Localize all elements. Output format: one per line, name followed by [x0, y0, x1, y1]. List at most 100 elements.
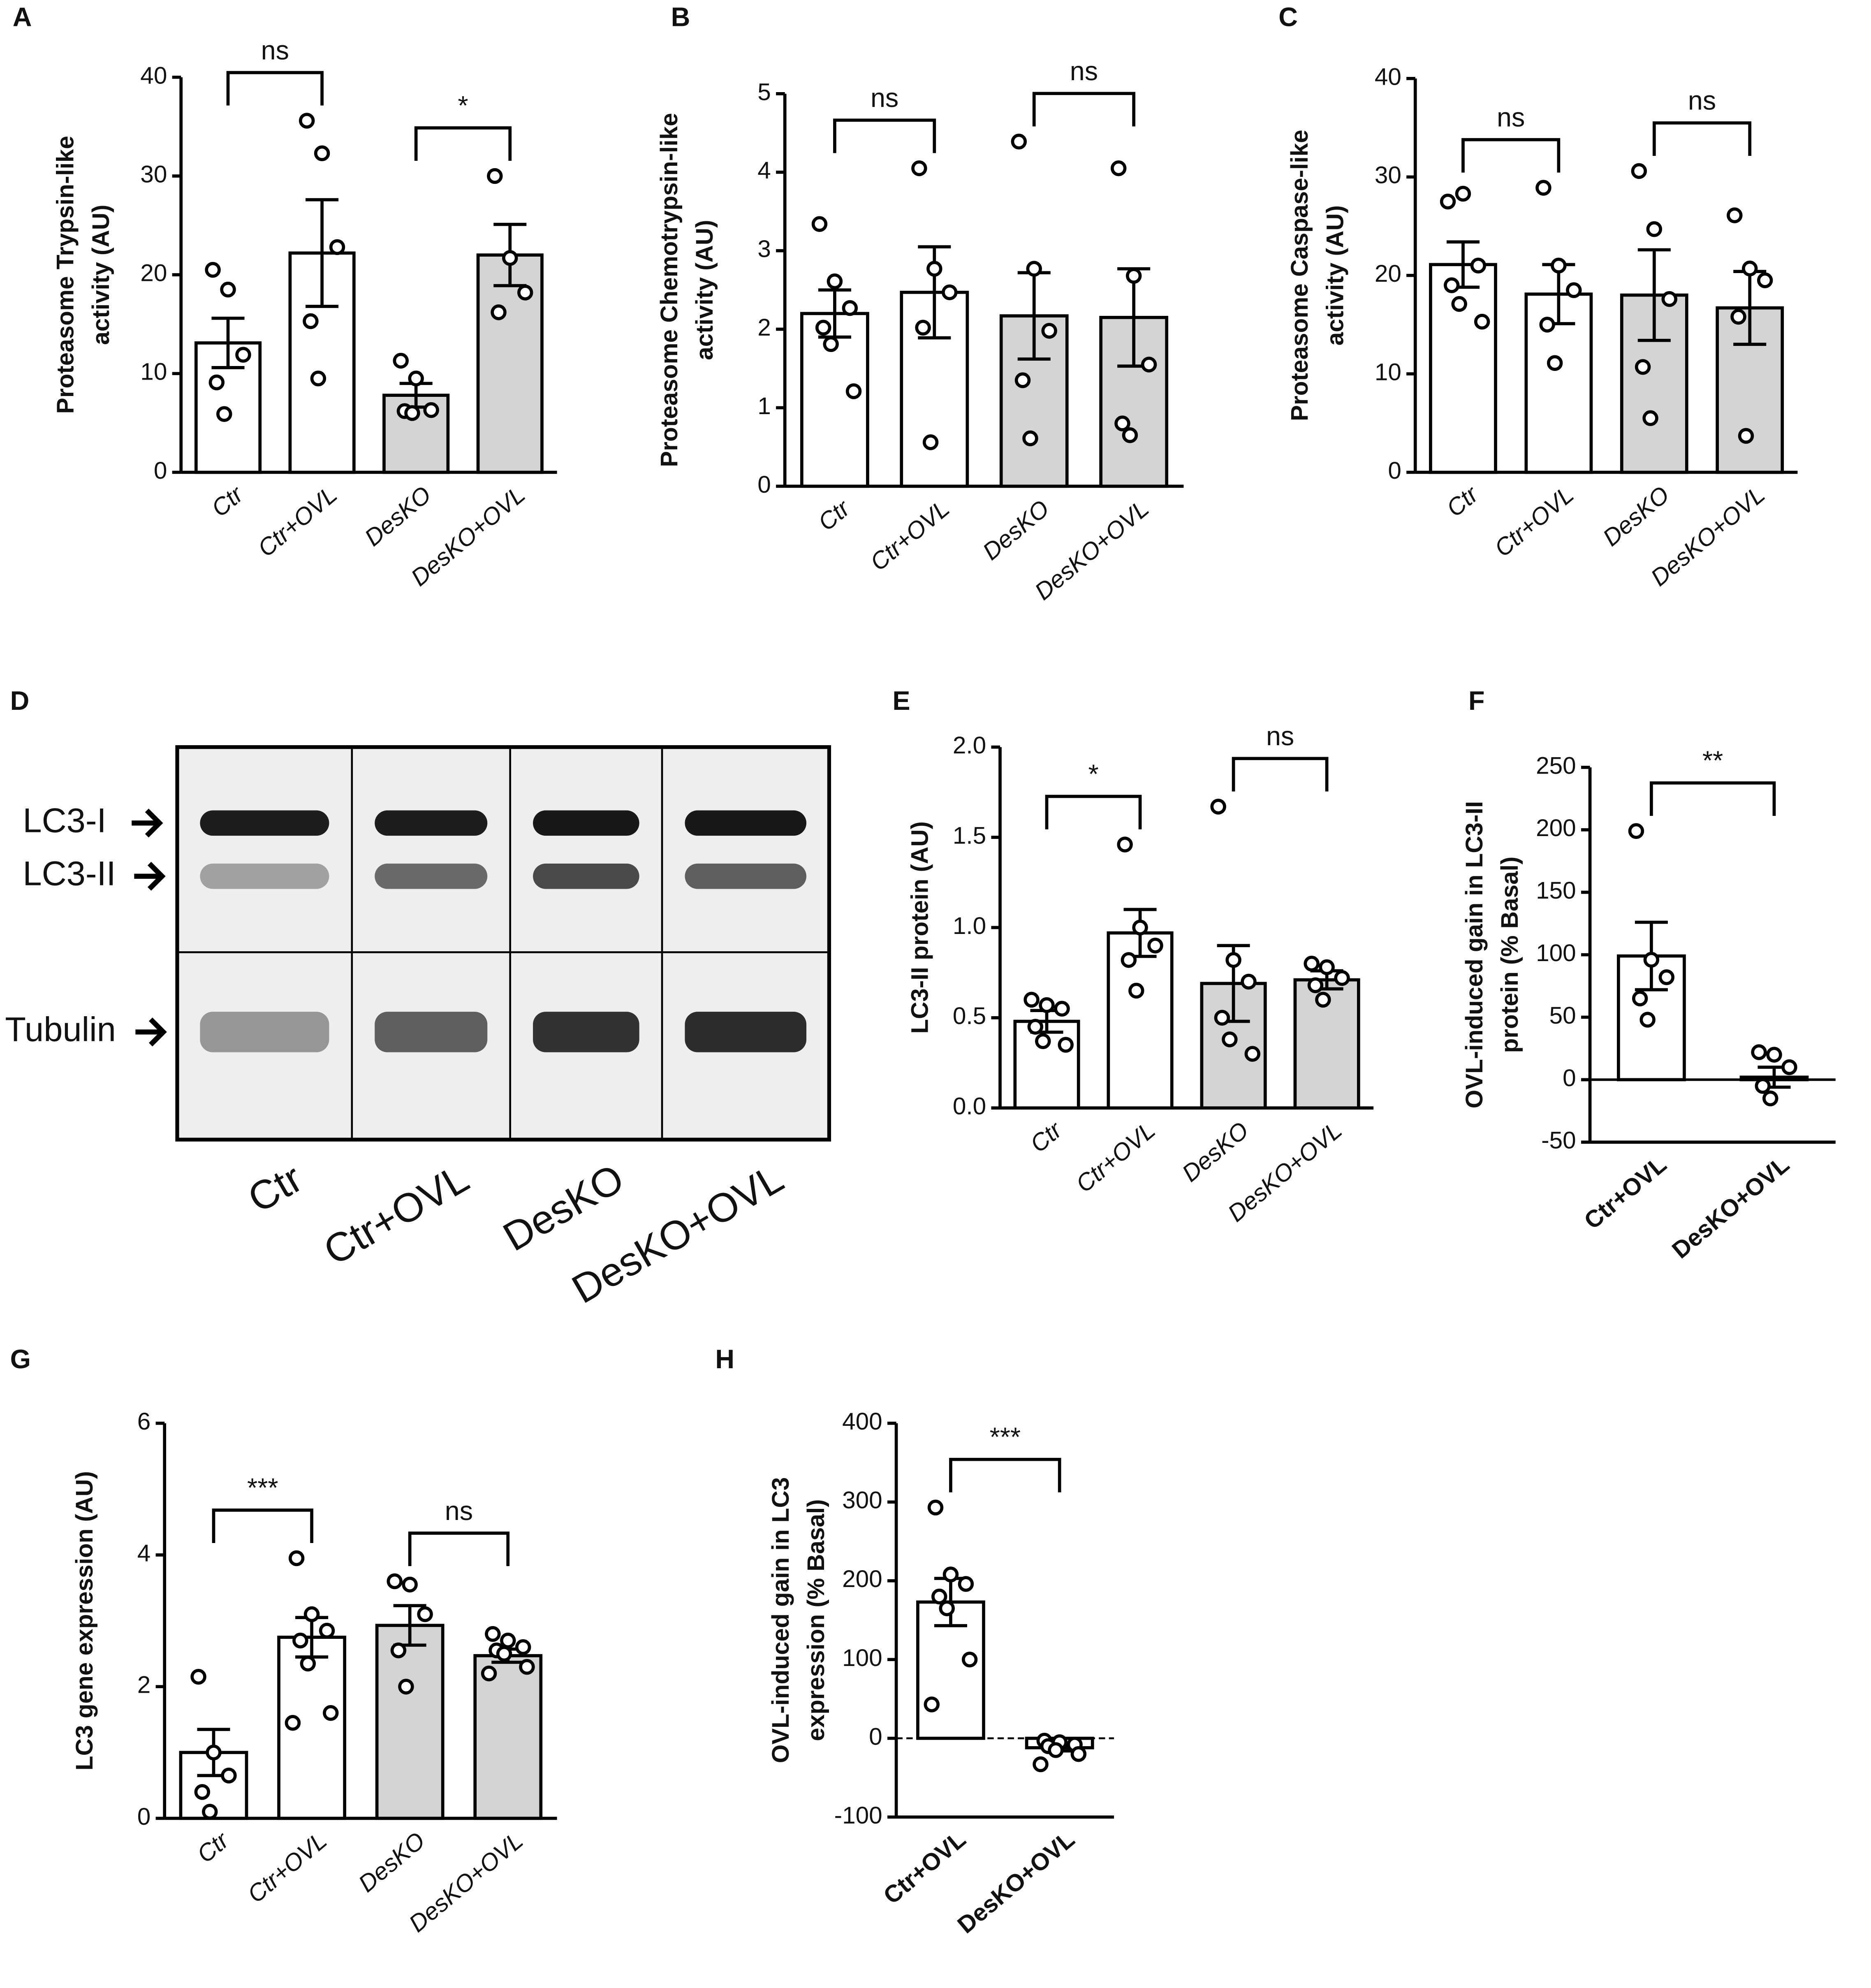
data-point [398, 1678, 414, 1695]
y-tick-label: 250 [1536, 752, 1576, 779]
band-label: LC3-II [23, 855, 116, 893]
data-point [485, 1626, 501, 1642]
data-point [1646, 221, 1663, 237]
data-point [314, 145, 330, 161]
data-point [404, 405, 420, 421]
comparison-bracket [833, 118, 936, 153]
band-label: LC3-I [23, 801, 106, 839]
data-point [927, 1499, 944, 1515]
comparison-label: * [1088, 759, 1098, 789]
data-point [1244, 1046, 1261, 1062]
data-point [1741, 260, 1758, 277]
y-axis-label: LC3 gene expression (AU) [71, 1471, 98, 1770]
data-point [845, 383, 862, 399]
data-point [310, 371, 326, 387]
data-point [517, 285, 533, 301]
error-bar [211, 316, 245, 369]
band-arrow [135, 1017, 167, 1047]
data-point [915, 320, 931, 336]
data-point [393, 352, 409, 369]
panel-letter: F [1468, 686, 1484, 716]
data-point [1141, 357, 1157, 373]
data-point [827, 273, 843, 290]
y-tick-label: 100 [1536, 940, 1576, 966]
data-point [958, 1576, 974, 1592]
data-point [408, 371, 424, 387]
comparison-bracket [212, 1508, 313, 1543]
data-point [842, 300, 858, 316]
data-point [1474, 313, 1490, 330]
y-tick-label: 0 [137, 1803, 151, 1830]
y-axis-label: activity (AU) [88, 205, 114, 345]
data-point [1315, 992, 1331, 1008]
data-point [481, 1665, 497, 1682]
error-bar [818, 288, 851, 339]
comparison-bracket [1652, 121, 1752, 156]
data-point [1011, 134, 1027, 150]
blot-band [685, 1012, 806, 1052]
blot-band [200, 863, 329, 889]
data-point [1635, 359, 1651, 375]
data-point [194, 1784, 211, 1800]
bar [375, 1624, 445, 1820]
data-point [1661, 291, 1677, 307]
data-point [216, 406, 232, 422]
y-tick-label: 40 [1375, 63, 1401, 90]
data-point [1628, 823, 1644, 839]
data-point [502, 250, 518, 266]
panel-letter: B [671, 2, 690, 32]
data-point [423, 402, 439, 418]
y-axis-label: expression (% Basal) [803, 1499, 829, 1741]
blot-band [200, 810, 329, 836]
data-point [931, 1588, 947, 1605]
data-point [387, 1573, 403, 1589]
y-axis-label: Proteasome Chemotrypsin-like [656, 113, 683, 467]
data-point [939, 1600, 955, 1617]
error-bar [1637, 248, 1671, 342]
blot-band [375, 1012, 488, 1052]
bar [1429, 263, 1497, 474]
data-point [1631, 163, 1647, 179]
y-tick-label: 6 [137, 1408, 151, 1435]
data-point [208, 374, 225, 391]
y-tick-label: 200 [1536, 815, 1576, 841]
comparison-label: ns [871, 83, 898, 113]
y-tick-label: 0 [869, 1723, 882, 1750]
data-point [1128, 982, 1144, 999]
y-axis-label: activity (AU) [1322, 205, 1348, 345]
data-point [1222, 1031, 1238, 1047]
data-point [496, 1645, 512, 1662]
data-point [1039, 997, 1055, 1013]
y-tick-label: 400 [842, 1408, 882, 1435]
data-point [1444, 277, 1460, 293]
data-point [1642, 410, 1658, 426]
blot-frame [175, 745, 831, 1142]
y-tick-label: 50 [1549, 1002, 1576, 1029]
data-point [942, 284, 958, 301]
data-point [1241, 973, 1257, 990]
y-tick-label: 2 [757, 314, 771, 341]
data-point [1054, 1001, 1070, 1017]
y-tick-label: 30 [140, 161, 167, 188]
data-point [1766, 1047, 1782, 1063]
data-point [1122, 427, 1138, 443]
data-point [1727, 207, 1743, 223]
y-tick-label: 1.5 [953, 822, 986, 849]
comparison-label: ns [445, 1496, 473, 1526]
y-axis-label: LC3-II protein (AU) [907, 821, 933, 1034]
y-tick-label: 0 [1563, 1065, 1576, 1091]
data-point [206, 1745, 222, 1761]
y-tick-label: 20 [1375, 260, 1401, 287]
data-point [220, 281, 236, 298]
y-tick-label: 2.0 [953, 732, 986, 759]
data-point [924, 1696, 940, 1712]
y-tick-label: 20 [140, 260, 167, 287]
data-point [1781, 1059, 1797, 1075]
y-tick-label: 150 [1536, 877, 1576, 904]
blot-band [375, 863, 488, 889]
bar [1107, 931, 1174, 1110]
comparison-bracket [226, 71, 324, 106]
blot-band [533, 810, 639, 836]
data-point [815, 320, 831, 336]
y-axis-label: Proteasome Trypsin-like [52, 136, 79, 414]
